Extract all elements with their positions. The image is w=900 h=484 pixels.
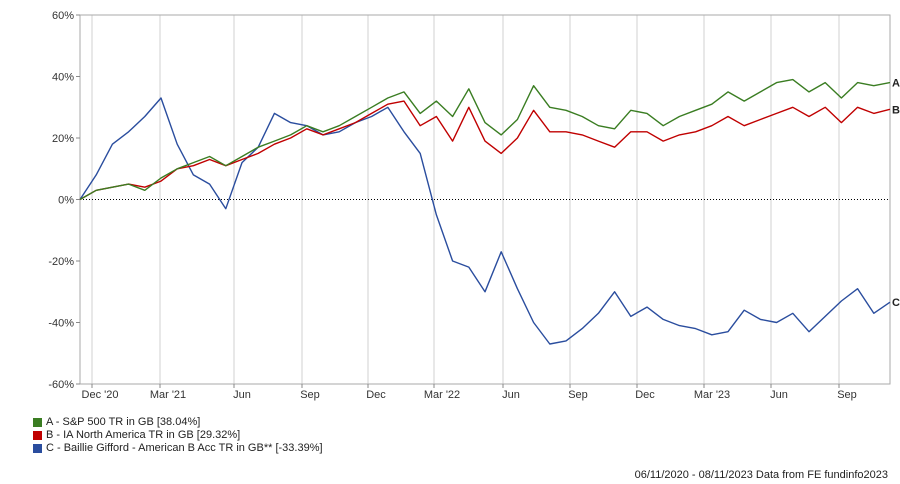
series-end-label-c: C: [892, 297, 900, 309]
y-tick-label: -20%: [48, 256, 74, 268]
x-tick-label: Mar '23: [694, 389, 730, 401]
chart-end-labels: C B A: [892, 78, 900, 310]
legend-swatch-c: [33, 444, 42, 453]
x-tick-label: Jun: [770, 389, 788, 401]
x-tick-label: Sep: [837, 389, 857, 401]
x-tick-label: Dec: [635, 389, 655, 401]
x-tick-label: Dec: [366, 389, 386, 401]
y-tick-label: 20%: [52, 133, 74, 145]
chart-footer: 06/11/2020 - 08/11/2023 Data from FE fun…: [634, 469, 888, 481]
chart-legend: A - S&P 500 TR in GB [38.04%] B - IA Nor…: [33, 416, 323, 455]
y-tick-label: -40%: [48, 318, 74, 330]
x-tick-label: Mar '22: [424, 389, 460, 401]
legend-item-c[interactable]: C - Baillie Gifford - American B Acc TR …: [33, 442, 323, 455]
y-tick-label: 60%: [52, 10, 74, 22]
legend-label-b: B - IA North America TR in GB [29.32%]: [46, 429, 241, 441]
series-line-a: [79, 78, 891, 201]
x-tick-label: Sep: [568, 389, 588, 401]
chart-series: [79, 78, 891, 345]
legend-item-a[interactable]: A - S&P 500 TR in GB [38.04%]: [33, 416, 323, 429]
series-end-label-b: B: [892, 104, 900, 116]
chart-grid: [80, 15, 890, 384]
series-line-c: [79, 97, 891, 345]
legend-label-a: A - S&P 500 TR in GB [38.04%]: [46, 416, 201, 428]
legend-swatch-b: [33, 431, 42, 440]
x-tick-label: Dec '20: [82, 389, 119, 401]
legend-item-b[interactable]: B - IA North America TR in GB [29.32%]: [33, 429, 323, 442]
y-tick-label: 0%: [58, 195, 74, 207]
legend-swatch-a: [33, 418, 42, 427]
y-tick-label: -60%: [48, 379, 74, 391]
x-tick-label: Sep: [300, 389, 320, 401]
chart-axes: Dec '20 Mar '21 Jun Sep Dec Mar '22 Jun Sep Dec M…: [48, 10, 891, 401]
x-tick-label: Jun: [233, 389, 251, 401]
series-line-b: [79, 100, 891, 201]
series-end-label-a: A: [892, 78, 900, 90]
y-tick-label: 40%: [52, 72, 74, 84]
legend-label-c: C - Baillie Gifford - American B Acc TR …: [46, 442, 323, 454]
x-tick-label: Mar '21: [150, 389, 186, 401]
x-tick-label: Jun: [502, 389, 520, 401]
